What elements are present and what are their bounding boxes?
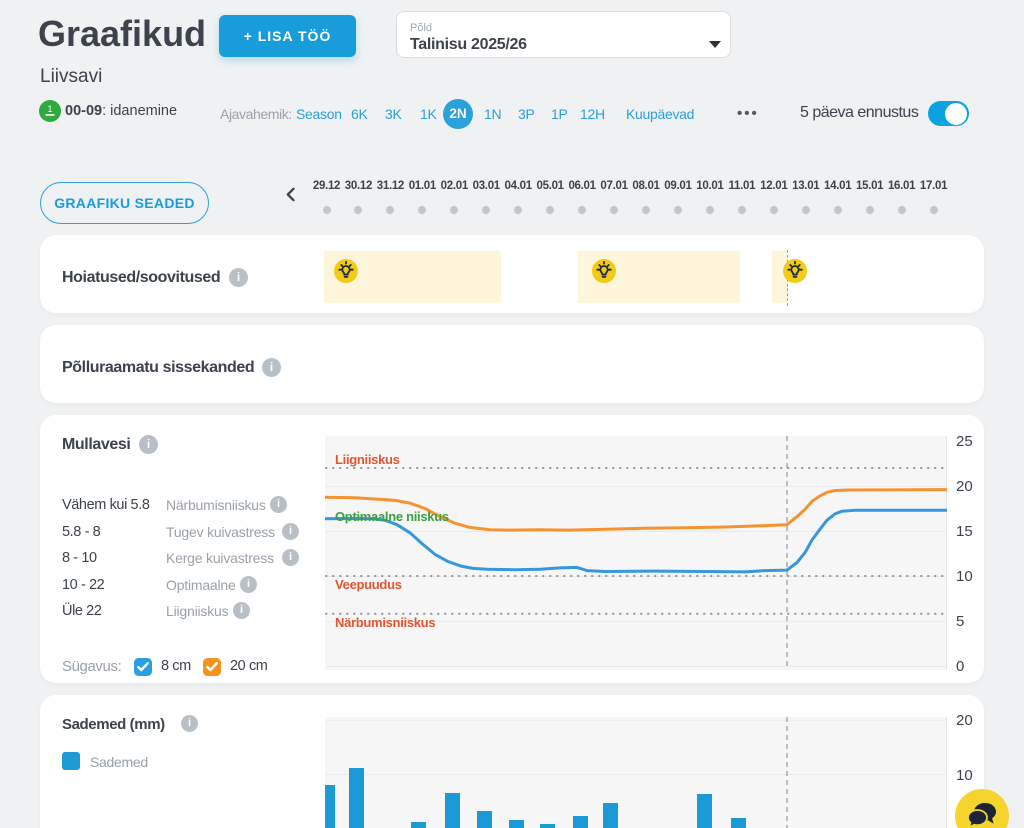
svg-text:1: 1 bbox=[47, 104, 52, 114]
